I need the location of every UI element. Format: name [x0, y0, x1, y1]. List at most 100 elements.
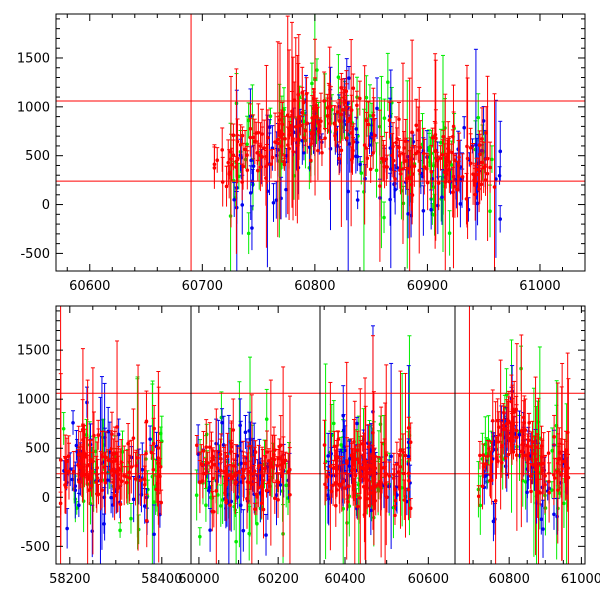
data-point — [274, 493, 279, 497]
data-point — [283, 137, 287, 141]
data-point — [240, 133, 245, 138]
data-point — [408, 506, 413, 511]
data-point — [491, 442, 496, 447]
data-point — [490, 419, 495, 423]
data-point — [457, 155, 461, 160]
data-point — [498, 149, 503, 154]
data-point — [408, 440, 413, 445]
data-point — [265, 450, 269, 454]
data-point — [410, 130, 414, 135]
data-point — [389, 454, 393, 459]
data-point — [519, 449, 523, 454]
data-point — [284, 187, 288, 192]
data-point — [323, 482, 327, 487]
data-point — [562, 459, 567, 464]
data-point — [219, 504, 223, 508]
data-point — [372, 477, 377, 481]
data-point — [298, 123, 303, 128]
data-point — [310, 81, 314, 86]
data-point — [371, 430, 375, 435]
data-point — [473, 183, 477, 187]
data-point — [282, 162, 287, 167]
data-point — [195, 443, 199, 448]
data-point — [248, 191, 253, 195]
data-point — [528, 474, 533, 478]
data-point — [393, 513, 397, 518]
data-point — [493, 499, 498, 503]
data-point — [264, 488, 269, 493]
data-point — [557, 491, 562, 495]
data-point — [227, 172, 231, 176]
data-point — [350, 469, 354, 473]
data-point — [265, 162, 269, 167]
axes-layer: -500 0 500 1000 1500 60600 60700 60800 60900 6100… — [17, 13, 600, 587]
data-point — [343, 448, 347, 453]
data-point — [224, 500, 228, 505]
y-tick-label: 0 — [42, 198, 50, 213]
data-point — [309, 158, 313, 163]
data-point — [287, 133, 291, 137]
data-point — [100, 453, 104, 457]
data-point — [279, 134, 284, 139]
data-point — [74, 506, 79, 510]
data-point — [267, 125, 272, 129]
data-point — [63, 483, 67, 487]
data-point — [208, 495, 213, 500]
data-point — [144, 419, 149, 424]
data-point — [224, 184, 229, 189]
top-panel-frame — [55, 13, 586, 272]
data-point — [451, 124, 456, 129]
data-point — [103, 480, 108, 485]
data-point — [275, 463, 280, 468]
data-point — [151, 467, 156, 472]
data-point — [70, 477, 75, 482]
data-point — [387, 118, 392, 123]
data-point — [106, 458, 111, 463]
data-point — [230, 162, 234, 167]
data-point — [234, 539, 238, 544]
data-point — [325, 114, 330, 118]
data-point — [352, 439, 356, 444]
data-point — [204, 445, 209, 449]
data-point — [199, 462, 204, 466]
series-group — [194, 366, 292, 564]
data-point — [438, 156, 443, 161]
data-point — [252, 476, 256, 481]
data-point — [290, 113, 294, 117]
data-point — [228, 473, 233, 478]
data-point — [538, 462, 543, 466]
data-point — [95, 476, 100, 480]
data-point — [460, 175, 465, 179]
data-point — [476, 115, 481, 120]
data-point — [414, 123, 419, 128]
data-point — [453, 184, 457, 189]
data-point — [496, 459, 500, 463]
data-point — [337, 119, 342, 123]
data-point — [367, 503, 372, 508]
data-point — [393, 177, 397, 181]
data-point — [102, 522, 106, 526]
data-point — [76, 452, 81, 457]
data-point — [111, 473, 116, 478]
data-point — [225, 454, 230, 459]
data-point — [398, 172, 403, 176]
data-point — [479, 182, 484, 187]
data-point — [239, 155, 244, 160]
data-point — [238, 503, 243, 508]
data-point — [246, 231, 251, 236]
data-point — [480, 160, 484, 165]
data-point — [273, 140, 277, 144]
data-point — [378, 184, 382, 188]
data-point — [541, 527, 545, 531]
data-point — [260, 470, 264, 474]
data-point — [378, 422, 383, 427]
data-point — [371, 113, 376, 118]
data-point — [144, 518, 149, 523]
y-tick-label: -500 — [20, 540, 50, 555]
data-point — [288, 492, 292, 497]
data-point — [228, 503, 232, 507]
data-point — [564, 473, 569, 478]
data-point — [429, 170, 434, 174]
data-point — [248, 126, 253, 131]
